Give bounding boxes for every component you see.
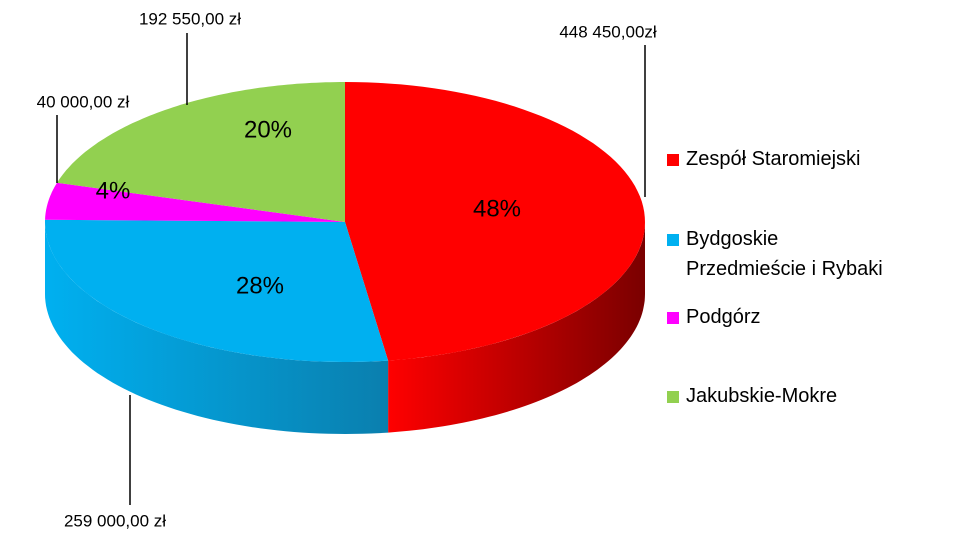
legend-label: Jakubskie-Mokre (686, 385, 837, 407)
legend-label: Podgórz (686, 306, 761, 328)
legend-swatch (667, 391, 679, 403)
value-label: 40 000,00 zł (37, 92, 130, 111)
slice (57, 82, 345, 222)
legend-swatch (667, 234, 679, 246)
percentage-label: 48% (473, 195, 521, 222)
slice-side (388, 222, 645, 433)
legend-line: Bydgoskie (686, 228, 778, 250)
legend-line: Podgórz (686, 306, 761, 328)
legend-line: Jakubskie-Mokre (686, 385, 837, 407)
value-label: 448 450,00zł (559, 22, 657, 41)
legend-swatch (667, 154, 679, 166)
value-label: 259 000,00 zł (64, 511, 166, 530)
percentage-label: 4% (96, 177, 131, 204)
legend-label: Zespół Staromiejski (686, 148, 861, 170)
legend-line: Przedmieście i Rybaki (686, 258, 883, 280)
legend-swatch (667, 312, 679, 324)
percentage-label: 20% (244, 116, 292, 143)
slice (45, 219, 389, 362)
slice (345, 82, 645, 361)
legend-label: Bydgoskie Przedmieście i Rybaki (686, 228, 883, 280)
value-label: 192 550,00 zł (139, 9, 241, 28)
percentage-label: 28% (236, 272, 284, 299)
slice-side (45, 222, 389, 434)
slice (45, 182, 345, 222)
legend-line: Zespół Staromiejski (686, 148, 861, 170)
